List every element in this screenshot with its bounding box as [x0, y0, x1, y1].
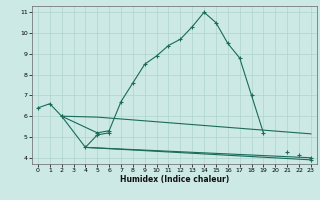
X-axis label: Humidex (Indice chaleur): Humidex (Indice chaleur): [120, 175, 229, 184]
